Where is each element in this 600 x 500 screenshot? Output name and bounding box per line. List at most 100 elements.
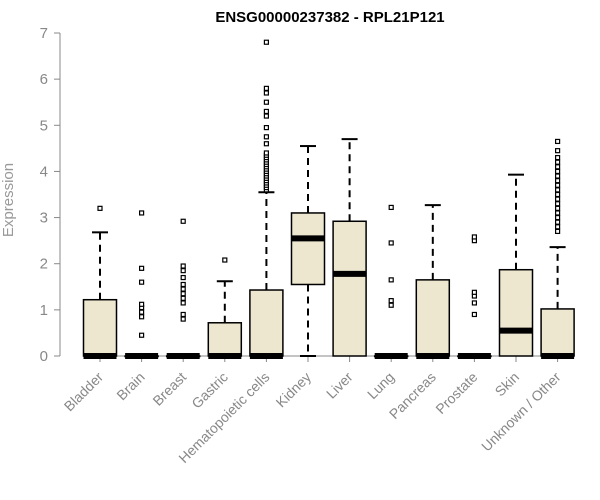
y-axis-label: Expression (0, 163, 17, 237)
y-tick-label: 5 (40, 117, 48, 134)
box-hematopoietic-cells (249, 39, 284, 359)
outlier-point (554, 228, 561, 235)
y-axis: 0 1 2 3 4 5 6 7 (40, 25, 61, 365)
y-tick-label: 6 (40, 71, 48, 88)
outlier-point (554, 196, 561, 202)
box-gastric (207, 257, 243, 359)
outlier-point (388, 298, 394, 304)
outlier-point (388, 277, 394, 283)
outlier-point (263, 141, 269, 147)
outlier-point (139, 265, 145, 271)
outlier-point (222, 257, 228, 263)
outlier-point (554, 191, 561, 198)
outlier-point (554, 205, 561, 211)
outlier-point (554, 182, 561, 188)
outlier-point (263, 113, 269, 119)
box-kidney (290, 145, 326, 357)
outlier-point (554, 210, 561, 216)
outlier-point (554, 187, 561, 193)
outlier-point (554, 201, 561, 207)
box-unknown-other (540, 138, 575, 359)
x-tick-label: Prostate (432, 369, 480, 417)
outlier-point (180, 286, 186, 292)
x-tick-label: Liver (323, 369, 356, 402)
box-rect (207, 322, 243, 357)
x-tick-label: Skin (492, 369, 523, 400)
outlier-point (263, 39, 269, 45)
outlier-point (554, 173, 561, 179)
outlier-point (554, 159, 561, 165)
box-rect (540, 308, 575, 357)
y-tick-label: 7 (40, 25, 48, 42)
outlier-point (263, 134, 269, 140)
box-prostate (457, 234, 492, 359)
outlier-point (180, 263, 186, 269)
x-tick-label: Breast (149, 369, 189, 409)
outlier-point (388, 204, 394, 211)
outlier-point (471, 300, 477, 306)
box-pancreas (415, 204, 451, 359)
outlier-point (139, 309, 145, 315)
box-rect (332, 220, 367, 357)
y-tick-label: 4 (40, 163, 48, 180)
outlier-point (180, 274, 186, 281)
outlier-point (554, 168, 561, 175)
box-breast (165, 218, 201, 359)
y-tick-label: 3 (40, 210, 48, 227)
outlier-point (180, 218, 186, 224)
outlier-point (139, 210, 145, 216)
box-rect (249, 289, 284, 357)
outlier-point (554, 224, 561, 230)
y-tick-label: 1 (40, 302, 48, 319)
y-tick-label: 0 (40, 348, 48, 365)
outlier-point (554, 214, 561, 221)
outlier-point (471, 234, 477, 240)
outlier-point (263, 108, 269, 115)
box-lung (373, 204, 409, 359)
outlier-point (139, 314, 145, 320)
x-tick-label: Lung (364, 369, 397, 402)
outlier-point (263, 150, 269, 156)
outlier-point (554, 148, 561, 154)
outlier-point (554, 164, 561, 170)
outlier-point (180, 268, 186, 274)
outlier-point (180, 316, 186, 322)
outlier-point (263, 99, 269, 105)
outlier-point (139, 332, 145, 338)
outlier-point (180, 281, 186, 288)
x-tick-label: Unknown / Other (478, 369, 564, 455)
outlier-point (471, 289, 477, 295)
outlier-point (180, 291, 186, 297)
outlier-point (139, 301, 145, 307)
x-tick-label: Bladder (61, 369, 107, 415)
outlier-point (263, 85, 269, 91)
outlier-point (263, 90, 269, 96)
box-rect (82, 298, 118, 357)
outlier-point (139, 279, 145, 285)
outlier-point (180, 300, 186, 306)
outlier-point (554, 178, 561, 184)
y-tick-label: 2 (40, 256, 48, 273)
outlier-point (471, 311, 477, 318)
outlier-point (388, 302, 394, 308)
outlier-point (180, 295, 186, 301)
box-liver (332, 138, 367, 357)
box-rect (415, 279, 451, 357)
outlier-point (554, 219, 561, 225)
x-tick-label: Brain (113, 369, 147, 403)
outlier-point (554, 138, 561, 145)
outlier-point (180, 311, 186, 318)
outlier-point (388, 240, 394, 246)
box-skin (498, 173, 534, 357)
boxes (82, 39, 575, 359)
outlier-point (554, 154, 561, 161)
chart-title: ENSG00000237382 - RPL21P121 (215, 9, 444, 26)
box-rect (290, 212, 326, 286)
x-tick-label: Kidney (273, 369, 315, 411)
box-rect (498, 268, 534, 357)
box-brain (124, 210, 159, 359)
box-bladder (82, 205, 118, 359)
outlier-point (263, 124, 269, 131)
